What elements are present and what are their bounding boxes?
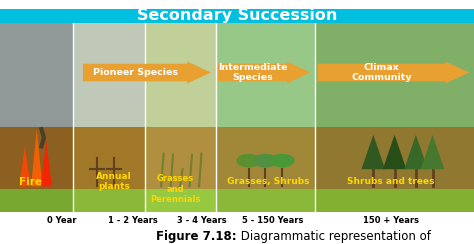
Text: Grasses
and
Perennials: Grasses and Perennials [150, 174, 201, 204]
FancyBboxPatch shape [216, 23, 315, 127]
Text: Pioneer Species: Pioneer Species [92, 68, 178, 77]
FancyBboxPatch shape [73, 23, 145, 127]
Text: Intermediate
Species: Intermediate Species [218, 63, 287, 82]
Polygon shape [40, 141, 52, 186]
Polygon shape [83, 61, 211, 83]
FancyBboxPatch shape [0, 9, 474, 23]
Text: Secondary Succession: Secondary Succession [137, 8, 337, 23]
FancyBboxPatch shape [145, 127, 216, 189]
Text: 3 - 4 Years: 3 - 4 Years [177, 216, 226, 225]
FancyBboxPatch shape [0, 127, 73, 189]
Text: Diagrammatic representation of
secondary succession: Diagrammatic representation of secondary… [237, 230, 431, 244]
FancyBboxPatch shape [315, 23, 474, 127]
Polygon shape [404, 135, 428, 169]
FancyBboxPatch shape [73, 189, 145, 212]
Circle shape [237, 154, 261, 167]
Text: Figure 7.18:: Figure 7.18: [156, 230, 237, 243]
Polygon shape [383, 135, 407, 169]
FancyBboxPatch shape [0, 189, 73, 212]
Polygon shape [31, 129, 42, 186]
Polygon shape [318, 61, 469, 83]
Text: 0 Year: 0 Year [47, 216, 76, 225]
Polygon shape [218, 61, 310, 83]
FancyBboxPatch shape [0, 23, 73, 127]
Polygon shape [420, 135, 444, 169]
Text: 5 - 150 Years: 5 - 150 Years [242, 216, 303, 225]
Text: Shrubs and trees: Shrubs and trees [347, 177, 435, 186]
Text: Grasses, Shrubs: Grasses, Shrubs [227, 177, 309, 186]
FancyBboxPatch shape [145, 23, 216, 127]
Polygon shape [361, 135, 385, 169]
Circle shape [254, 154, 277, 167]
FancyBboxPatch shape [315, 127, 474, 189]
FancyBboxPatch shape [145, 189, 216, 212]
FancyBboxPatch shape [315, 189, 474, 212]
FancyBboxPatch shape [73, 127, 145, 189]
Text: 1 - 2 Years: 1 - 2 Years [108, 216, 157, 225]
FancyBboxPatch shape [216, 127, 315, 189]
Circle shape [270, 154, 294, 167]
Text: Annual
plants: Annual plants [96, 172, 132, 192]
Polygon shape [19, 146, 30, 186]
FancyBboxPatch shape [216, 189, 315, 212]
Text: Fire: Fire [19, 177, 42, 187]
Text: Climax
Community: Climax Community [351, 63, 412, 82]
Text: 150 + Years: 150 + Years [363, 216, 419, 225]
